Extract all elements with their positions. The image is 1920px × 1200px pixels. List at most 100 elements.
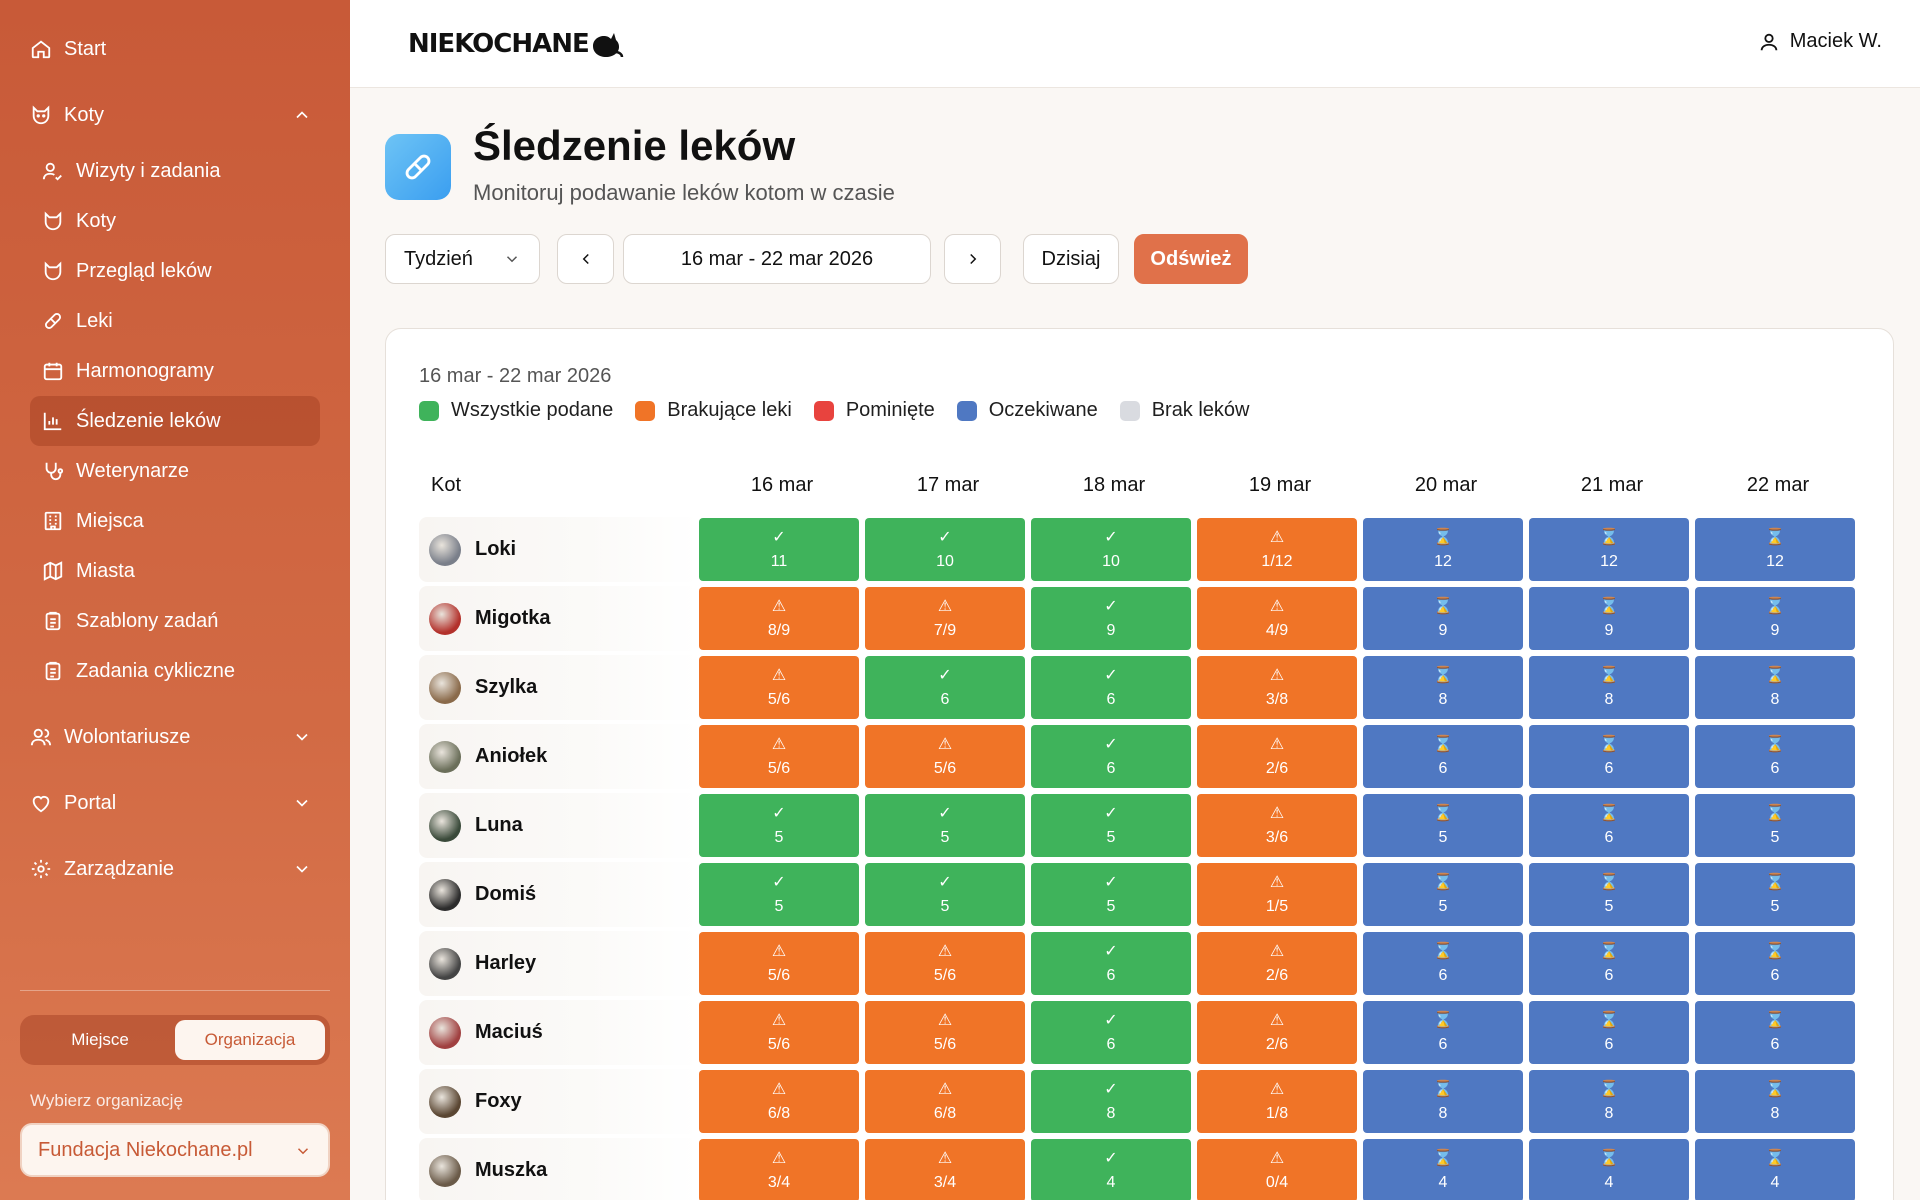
status-cell-ok[interactable]: ✓ 11 (699, 518, 859, 581)
status-cell-pending[interactable]: ⌛ 12 (1529, 518, 1689, 581)
context-organization-button[interactable]: Organizacja (175, 1020, 325, 1060)
status-cell-missing[interactable]: ⚠ 2/6 (1197, 725, 1357, 788)
sidebar-item-6[interactable]: Weterynarze (30, 446, 320, 496)
status-cell-ok[interactable]: ✓ 6 (865, 656, 1025, 719)
status-cell-ok[interactable]: ✓ 4 (1031, 1139, 1191, 1200)
cat-name-cell[interactable]: Muszka (419, 1138, 699, 1200)
status-cell-ok[interactable]: ✓ 5 (865, 794, 1025, 857)
status-cell-pending[interactable]: ⌛ 9 (1529, 587, 1689, 650)
status-cell-missing[interactable]: ⚠ 2/6 (1197, 1001, 1357, 1064)
status-cell-ok[interactable]: ✓ 6 (1031, 656, 1191, 719)
status-cell-ok[interactable]: ✓ 10 (865, 518, 1025, 581)
status-cell-missing[interactable]: ⚠ 7/9 (865, 587, 1025, 650)
status-cell-pending[interactable]: ⌛ 12 (1695, 518, 1855, 581)
nav-section-portal[interactable]: Portal (30, 778, 320, 828)
status-cell-ok[interactable]: ✓ 6 (1031, 725, 1191, 788)
sidebar-item-9[interactable]: Szablony zadań (30, 596, 320, 646)
status-cell-pending[interactable]: ⌛ 5 (1695, 794, 1855, 857)
status-cell-pending[interactable]: ⌛ 6 (1363, 932, 1523, 995)
cat-name-cell[interactable]: Maciuś (419, 1000, 699, 1065)
status-cell-missing[interactable]: ⚠ 1/12 (1197, 518, 1357, 581)
cat-name-cell[interactable]: Domiś (419, 862, 699, 927)
status-cell-ok[interactable]: ✓ 6 (1031, 1001, 1191, 1064)
status-cell-pending[interactable]: ⌛ 8 (1695, 656, 1855, 719)
status-cell-missing[interactable]: ⚠ 1/5 (1197, 863, 1357, 926)
nav-section-zarzadzanie[interactable]: Zarządzanie (30, 844, 320, 894)
status-cell-pending[interactable]: ⌛ 6 (1529, 725, 1689, 788)
status-cell-pending[interactable]: ⌛ 6 (1529, 1001, 1689, 1064)
sidebar-item-7[interactable]: Miejsca (30, 496, 320, 546)
status-cell-ok[interactable]: ✓ 5 (1031, 863, 1191, 926)
cat-name-cell[interactable]: Foxy (419, 1069, 699, 1134)
status-cell-missing[interactable]: ⚠ 5/6 (699, 656, 859, 719)
cat-name-cell[interactable]: Loki (419, 517, 699, 582)
user-menu[interactable]: Maciek W. (1758, 30, 1882, 53)
nav-section-wolontariusze[interactable]: Wolontariusze (30, 712, 320, 762)
status-cell-missing[interactable]: ⚠ 4/9 (1197, 587, 1357, 650)
status-cell-pending[interactable]: ⌛ 6 (1695, 1001, 1855, 1064)
status-cell-pending[interactable]: ⌛ 5 (1363, 863, 1523, 926)
status-cell-pending[interactable]: ⌛ 6 (1529, 932, 1689, 995)
status-cell-pending[interactable]: ⌛ 6 (1695, 932, 1855, 995)
cat-name-cell[interactable]: Szylka (419, 655, 699, 720)
status-cell-ok[interactable]: ✓ 8 (1031, 1070, 1191, 1133)
status-cell-missing[interactable]: ⚠ 3/8 (1197, 656, 1357, 719)
status-cell-pending[interactable]: ⌛ 12 (1363, 518, 1523, 581)
status-cell-missing[interactable]: ⚠ 5/6 (699, 932, 859, 995)
status-cell-missing[interactable]: ⚠ 8/9 (699, 587, 859, 650)
sidebar-item-4[interactable]: Harmonogramy (30, 346, 320, 396)
cat-name-cell[interactable]: Aniołek (419, 724, 699, 789)
cat-name-cell[interactable]: Migotka (419, 586, 699, 651)
status-cell-pending[interactable]: ⌛ 4 (1695, 1139, 1855, 1200)
org-select[interactable]: Fundacja Niekochane.pl (20, 1123, 330, 1177)
status-cell-missing[interactable]: ⚠ 2/6 (1197, 932, 1357, 995)
status-cell-pending[interactable]: ⌛ 8 (1363, 656, 1523, 719)
status-cell-pending[interactable]: ⌛ 8 (1529, 1070, 1689, 1133)
nav-start[interactable]: Start (30, 24, 320, 74)
status-cell-missing[interactable]: ⚠ 6/8 (699, 1070, 859, 1133)
prev-week-button[interactable] (557, 234, 614, 284)
status-cell-ok[interactable]: ✓ 9 (1031, 587, 1191, 650)
sidebar-item-5[interactable]: Śledzenie leków (30, 396, 320, 446)
status-cell-pending[interactable]: ⌛ 9 (1695, 587, 1855, 650)
sidebar-item-3[interactable]: Leki (30, 296, 320, 346)
sidebar-item-8[interactable]: Miasta (30, 546, 320, 596)
cat-name-cell[interactable]: Luna (419, 793, 699, 858)
status-cell-pending[interactable]: ⌛ 6 (1363, 1001, 1523, 1064)
status-cell-pending[interactable]: ⌛ 4 (1529, 1139, 1689, 1200)
status-cell-pending[interactable]: ⌛ 5 (1695, 863, 1855, 926)
status-cell-pending[interactable]: ⌛ 6 (1529, 794, 1689, 857)
status-cell-pending[interactable]: ⌛ 5 (1529, 863, 1689, 926)
status-cell-ok[interactable]: ✓ 5 (699, 863, 859, 926)
status-cell-ok[interactable]: ✓ 10 (1031, 518, 1191, 581)
period-select[interactable]: Tydzień (385, 234, 540, 284)
next-week-button[interactable] (944, 234, 1001, 284)
status-cell-pending[interactable]: ⌛ 6 (1363, 725, 1523, 788)
today-button[interactable]: Dzisiaj (1023, 234, 1119, 284)
status-cell-missing[interactable]: ⚠ 0/4 (1197, 1139, 1357, 1200)
status-cell-missing[interactable]: ⚠ 6/8 (865, 1070, 1025, 1133)
status-cell-pending[interactable]: ⌛ 9 (1363, 587, 1523, 650)
status-cell-pending[interactable]: ⌛ 8 (1529, 656, 1689, 719)
status-cell-pending[interactable]: ⌛ 6 (1695, 725, 1855, 788)
status-cell-pending[interactable]: ⌛ 8 (1363, 1070, 1523, 1133)
sidebar-item-10[interactable]: Zadania cykliczne (30, 646, 320, 696)
status-cell-missing[interactable]: ⚠ 5/6 (865, 1001, 1025, 1064)
status-cell-ok[interactable]: ✓ 5 (1031, 794, 1191, 857)
status-cell-pending[interactable]: ⌛ 4 (1363, 1139, 1523, 1200)
sidebar-item-0[interactable]: Wizyty i zadania (30, 146, 320, 196)
refresh-button[interactable]: Odśwież (1134, 234, 1248, 284)
status-cell-ok[interactable]: ✓ 5 (699, 794, 859, 857)
status-cell-missing[interactable]: ⚠ 5/6 (865, 725, 1025, 788)
context-place-button[interactable]: Miejsce (71, 1030, 129, 1049)
logo[interactable]: NIEKOCHANE (408, 28, 625, 60)
nav-section-koty[interactable]: Koty (30, 90, 320, 140)
status-cell-pending[interactable]: ⌛ 5 (1363, 794, 1523, 857)
date-range-display[interactable]: 16 mar - 22 mar 2026 (623, 234, 931, 284)
status-cell-missing[interactable]: ⚠ 5/6 (699, 1001, 859, 1064)
status-cell-pending[interactable]: ⌛ 8 (1695, 1070, 1855, 1133)
status-cell-missing[interactable]: ⚠ 3/6 (1197, 794, 1357, 857)
status-cell-ok[interactable]: ✓ 5 (865, 863, 1025, 926)
sidebar-item-1[interactable]: Koty (30, 196, 320, 246)
status-cell-missing[interactable]: ⚠ 5/6 (699, 725, 859, 788)
